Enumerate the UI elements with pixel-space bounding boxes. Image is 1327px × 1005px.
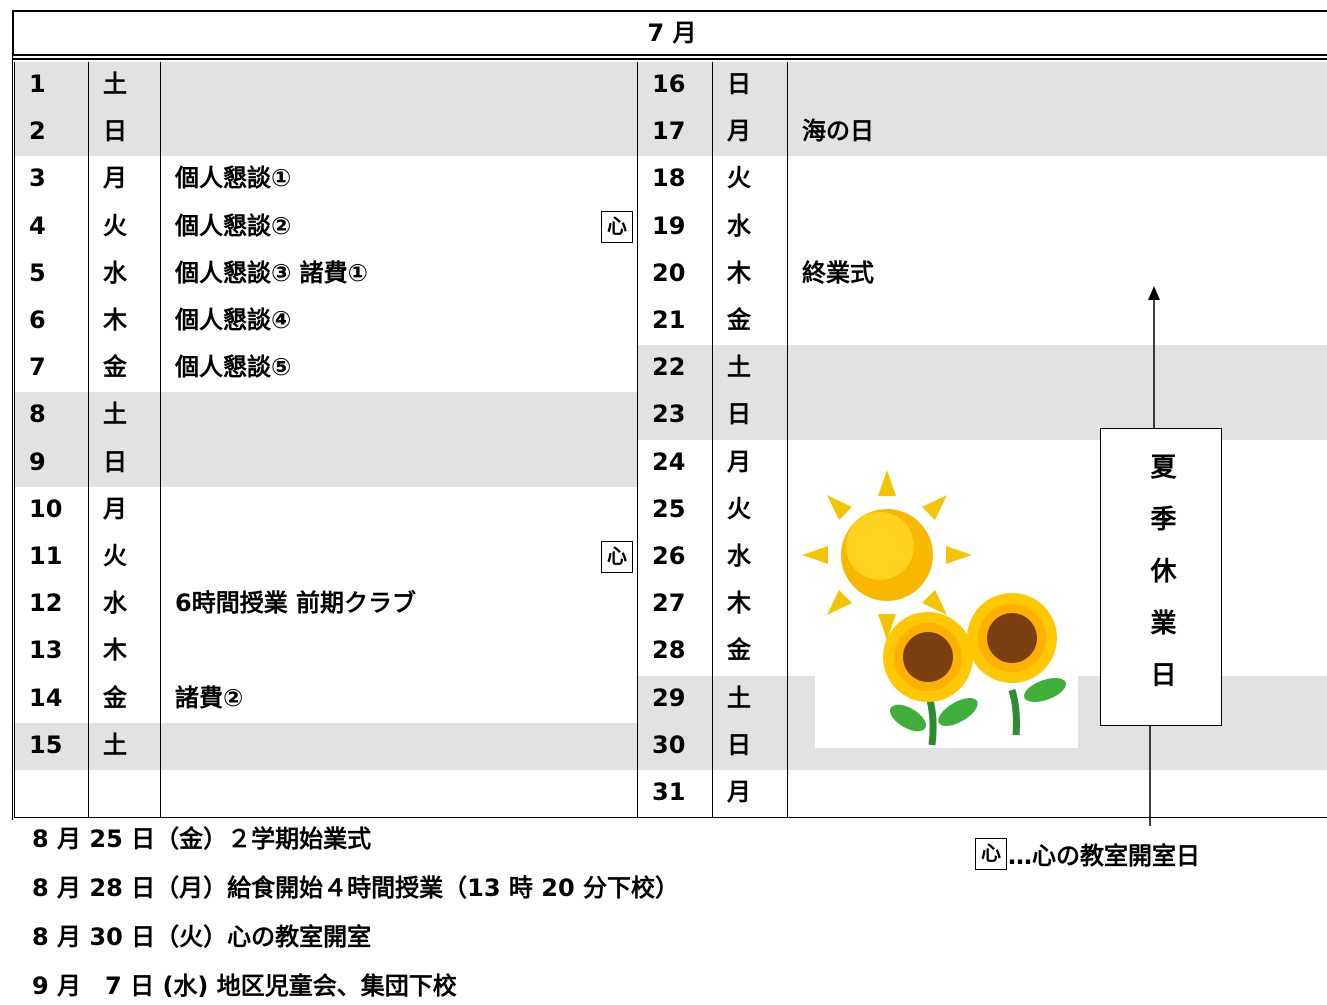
weekday: 火 bbox=[712, 156, 788, 205]
weekday bbox=[88, 770, 161, 819]
event bbox=[160, 62, 638, 111]
note: 8 月 25 日（金）２学期始業式 bbox=[32, 825, 372, 853]
weekday: 金 bbox=[88, 675, 161, 724]
day-number: 2 bbox=[14, 109, 89, 158]
weekday: 日 bbox=[88, 439, 161, 488]
weekday: 月 bbox=[88, 156, 161, 205]
event: 6時間授業 前期クラブ bbox=[160, 581, 638, 630]
day-number: 9 bbox=[14, 439, 89, 488]
arrow-head bbox=[1148, 286, 1160, 300]
day-number: 16 bbox=[637, 62, 713, 111]
day-number: 25 bbox=[637, 486, 713, 535]
summer-vacation-banner: 夏季休業日 bbox=[1100, 428, 1222, 726]
event: 個人懇談⑤ bbox=[160, 345, 638, 394]
day-number: 29 bbox=[637, 675, 713, 724]
day-number: 6 bbox=[14, 298, 89, 347]
note: 8 月 28 日（月）給食開始４時間授業（13 時 20 分下校） bbox=[32, 874, 680, 902]
day-number: 19 bbox=[637, 203, 713, 252]
event: 終業式 bbox=[787, 250, 1327, 299]
day-number: 12 bbox=[14, 581, 89, 630]
event: 海の日 bbox=[787, 109, 1327, 158]
weekday: 土 bbox=[712, 345, 788, 394]
day-number: 31 bbox=[637, 770, 713, 819]
event bbox=[160, 392, 638, 441]
weekday: 土 bbox=[88, 722, 161, 771]
weekday: 月 bbox=[88, 486, 161, 535]
note: 8 月 30 日（火）心の教室開室 bbox=[32, 923, 372, 951]
weekday: 木 bbox=[88, 628, 161, 677]
legend-text: …心の教室開室日 bbox=[1008, 842, 1200, 870]
note: 9 月 7 日 (水) 地区児童会、集団下校 bbox=[32, 972, 457, 1000]
weekday: 火 bbox=[88, 534, 161, 583]
weekday: 日 bbox=[712, 392, 788, 441]
day-number: 8 bbox=[14, 392, 89, 441]
day-number: 20 bbox=[637, 250, 713, 299]
event bbox=[160, 770, 638, 819]
day-number bbox=[14, 770, 89, 819]
event bbox=[787, 770, 1327, 819]
day-number: 14 bbox=[14, 675, 89, 724]
event bbox=[787, 392, 1327, 441]
day-number: 22 bbox=[637, 345, 713, 394]
weekday: 火 bbox=[712, 486, 788, 535]
weekday: 金 bbox=[712, 298, 788, 347]
day-number: 11 bbox=[14, 534, 89, 583]
day-number: 23 bbox=[637, 392, 713, 441]
day-number: 21 bbox=[637, 298, 713, 347]
weekday: 日 bbox=[712, 722, 788, 771]
weekday: 火 bbox=[88, 203, 161, 252]
weekday: 木 bbox=[88, 298, 161, 347]
counseling-mark: 心 bbox=[601, 541, 633, 573]
day-number: 10 bbox=[14, 486, 89, 535]
event bbox=[787, 156, 1327, 205]
weekday: 水 bbox=[88, 581, 161, 630]
day-number: 3 bbox=[14, 156, 89, 205]
header: 7 月 bbox=[12, 10, 1327, 60]
weekday: 月 bbox=[712, 109, 788, 158]
weekday: 日 bbox=[88, 109, 161, 158]
weekday: 木 bbox=[712, 581, 788, 630]
day-number: 17 bbox=[637, 109, 713, 158]
calendar-table bbox=[12, 60, 1327, 820]
sunflower-illustration bbox=[802, 460, 1078, 748]
event: 個人懇談① bbox=[160, 156, 638, 205]
legend-mark: 心 bbox=[975, 838, 1007, 870]
day-number: 15 bbox=[14, 722, 89, 771]
weekday: 月 bbox=[712, 770, 788, 819]
event bbox=[787, 345, 1327, 394]
counseling-mark: 心 bbox=[601, 210, 633, 243]
day-number: 1 bbox=[14, 62, 89, 111]
weekday: 日 bbox=[712, 62, 788, 111]
day-number: 26 bbox=[637, 534, 713, 583]
day-number: 7 bbox=[14, 345, 89, 394]
weekday: 金 bbox=[88, 345, 161, 394]
weekday: 水 bbox=[712, 203, 788, 252]
day-number: 18 bbox=[637, 156, 713, 205]
day-number: 4 bbox=[14, 203, 89, 252]
event: 個人懇談④ bbox=[160, 298, 638, 347]
weekday: 木 bbox=[712, 250, 788, 299]
weekday: 水 bbox=[712, 534, 788, 583]
day-number: 28 bbox=[637, 628, 713, 677]
